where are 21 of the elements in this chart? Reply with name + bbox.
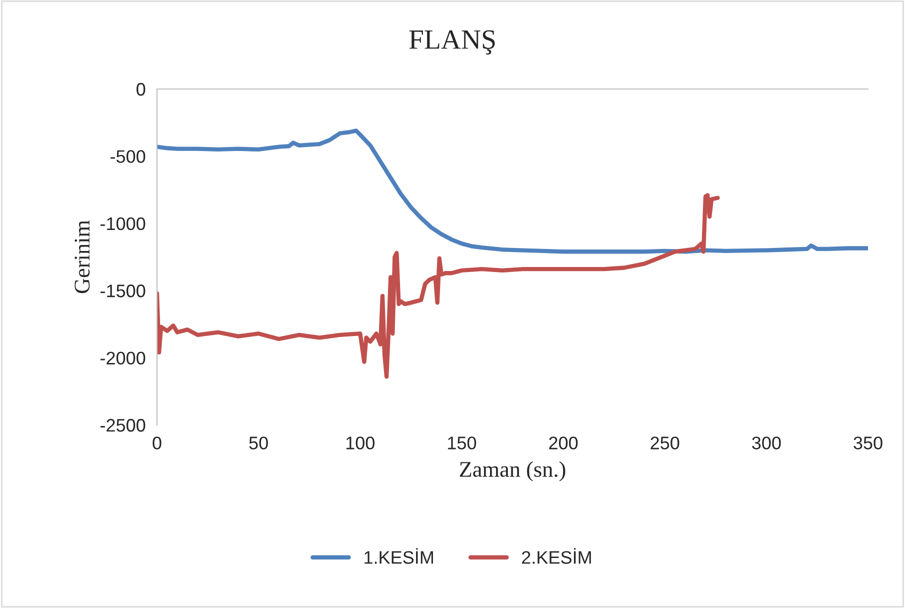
- y-tick-label: 0: [136, 82, 146, 96]
- y-tick-label: -2000: [100, 352, 146, 365]
- x-tick-label: 250: [650, 436, 680, 450]
- x-tick-label: 150: [448, 436, 476, 450]
- line-series: [157, 193, 720, 379]
- y-tick-label: -1500: [100, 284, 146, 298]
- legend-label: 2.KESİM: [522, 548, 591, 564]
- x-tick-label: 200: [549, 436, 578, 450]
- y-tick-label: -1000: [100, 217, 146, 230]
- x-tick-label: 50: [249, 436, 268, 450]
- y-tick-label: -2500: [100, 418, 146, 432]
- x-tick-label: 350: [854, 436, 882, 450]
- line-series: [157, 128, 868, 254]
- x-axis-title: Zaman (sn.): [460, 461, 566, 482]
- y-tick-label: -500: [110, 150, 146, 163]
- y-axis-title: Gerinim: [74, 220, 90, 294]
- chart-title: FLANŞ: [409, 30, 495, 55]
- legend-label: 1.KESİM: [364, 548, 433, 564]
- x-tick-label: 100: [346, 436, 374, 450]
- x-tick-label: 0: [152, 436, 162, 450]
- x-tick-label: 300: [752, 436, 781, 450]
